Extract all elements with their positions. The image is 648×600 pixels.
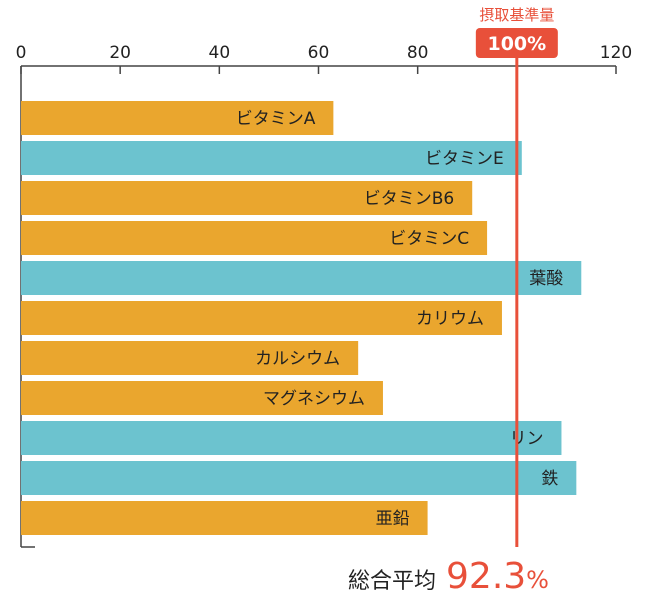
x-tick-label: 80 [407,43,429,63]
bar [21,341,359,375]
bar-label: カリウム [416,309,484,329]
bar-labels: ビタミンA ビタミンE ビタミンB6 ビタミンC 葉酸カリウムカルシウムマグネシウムリン… [236,109,564,529]
bar-label: 鉄 [541,469,558,489]
bar [21,261,582,295]
bar-label: ビタミンC [389,229,469,249]
bar [21,141,522,175]
bar [21,501,428,535]
summary-unit: % [526,566,549,594]
reference-title: 摂取基準量 [479,6,554,24]
bars [21,101,582,535]
summary: 総合平均 92.3% [348,556,549,597]
x-tick-label: 120 [600,43,632,63]
x-tick-label: 0 [16,43,27,63]
x-tick-label: 60 [308,43,330,63]
bar-label: カルシウム [255,349,340,369]
reference-line-group: 100% 摂取基準量 [475,6,558,547]
bar-label: ビタミンE [425,149,504,169]
x-tick-labels: 0 20 40 60 80 120 [16,43,633,63]
bar [21,221,488,255]
bar-label: ビタミンA [236,109,316,129]
bar-label: ビタミンB6 [364,189,454,209]
bar [21,461,577,495]
x-tick-label: 20 [109,43,131,63]
bar-label: リン [509,429,543,449]
bar [21,381,383,415]
bar-label: マグネシウム [263,389,365,409]
bar [21,301,502,335]
bar-label: 亜鉛 [376,509,410,529]
bar [21,101,334,135]
bar-label: 葉酸 [529,269,563,289]
reference-badge-text: 100% [487,33,546,55]
reference-badge [475,28,558,58]
bar [21,421,562,455]
bar [21,181,473,215]
x-tick-label: 40 [209,43,231,63]
summary-label: 総合平均 [348,569,437,594]
summary-value: 92.3 [446,556,527,597]
